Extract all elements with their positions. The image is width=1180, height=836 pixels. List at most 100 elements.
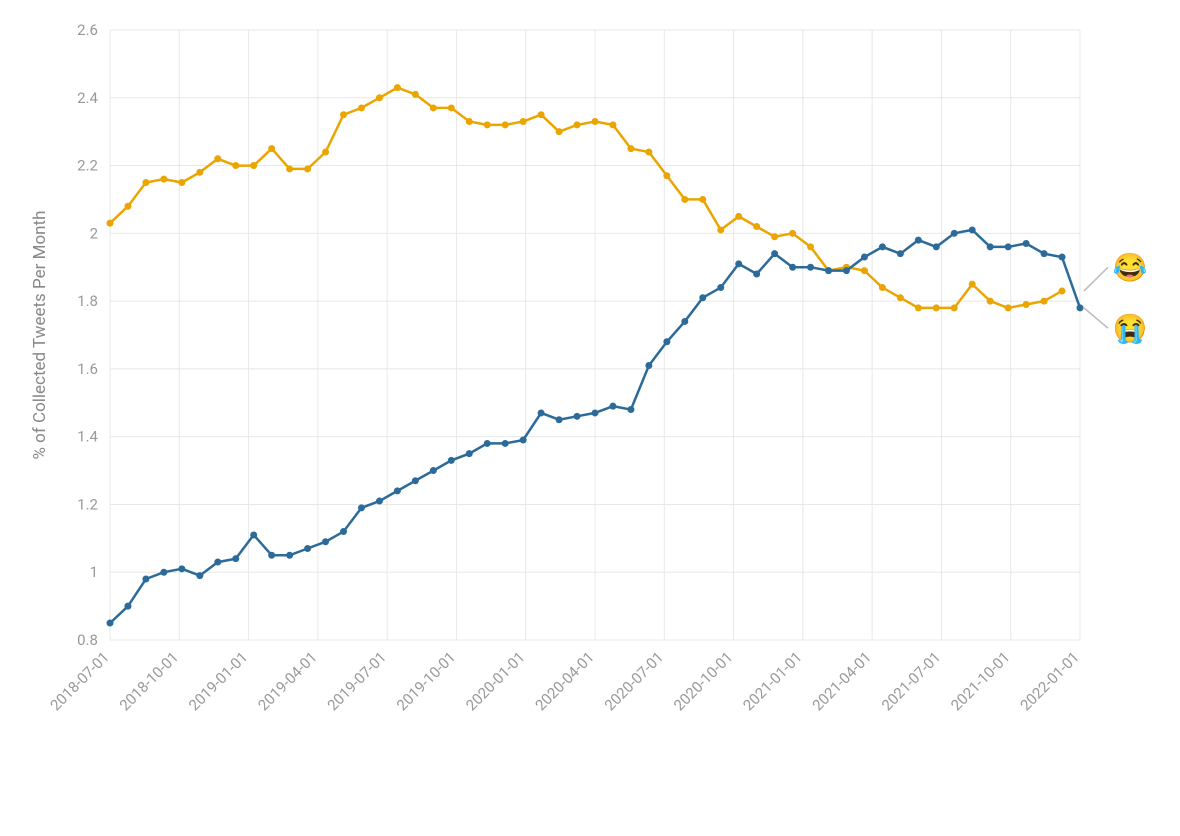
y-tick-label: 1.8 [77, 292, 98, 310]
series-point-laughing-emoji [502, 121, 509, 128]
series-point-laughing-emoji [448, 104, 455, 111]
series-point-laughing-emoji [609, 121, 616, 128]
series-point-laughing-emoji [322, 149, 329, 156]
series-point-laughing-emoji [268, 145, 275, 152]
series-point-laughing-emoji [1005, 304, 1012, 311]
series-point-laughing-emoji [933, 304, 940, 311]
series-point-crying-emoji [412, 477, 419, 484]
series-point-crying-emoji [825, 267, 832, 274]
series-point-laughing-emoji [430, 104, 437, 111]
series-point-crying-emoji [627, 406, 634, 413]
series-point-laughing-emoji [142, 179, 149, 186]
series-point-laughing-emoji [1059, 287, 1066, 294]
series-point-laughing-emoji [304, 165, 311, 172]
series-point-crying-emoji [1041, 250, 1048, 257]
series-point-laughing-emoji [340, 111, 347, 118]
series-point-laughing-emoji [699, 196, 706, 203]
y-axis-title: % of Collected Tweets Per Month [30, 211, 50, 460]
series-point-laughing-emoji [466, 118, 473, 125]
series-point-laughing-emoji [663, 172, 670, 179]
y-tick-label: 2.4 [77, 89, 98, 107]
series-point-laughing-emoji [538, 111, 545, 118]
series-point-crying-emoji [232, 555, 239, 562]
series-point-crying-emoji [609, 403, 616, 410]
series-point-laughing-emoji [214, 155, 221, 162]
series-point-crying-emoji [160, 569, 167, 576]
laughing-emoji-label-icon: 😂 [1113, 251, 1148, 284]
y-tick-label: 1.4 [77, 428, 98, 446]
series-point-laughing-emoji [1023, 301, 1030, 308]
series-point-crying-emoji [987, 243, 994, 250]
series-point-crying-emoji [735, 260, 742, 267]
series-point-crying-emoji [124, 603, 131, 610]
series-point-laughing-emoji [879, 284, 886, 291]
series-point-laughing-emoji [897, 294, 904, 301]
series-point-laughing-emoji [915, 304, 922, 311]
y-tick-label: 1.6 [77, 360, 98, 378]
series-point-crying-emoji [879, 243, 886, 250]
series-point-laughing-emoji [232, 162, 239, 169]
y-tick-label: 1 [90, 563, 98, 581]
series-point-crying-emoji [969, 226, 976, 233]
series-point-crying-emoji [268, 552, 275, 559]
series-point-laughing-emoji [753, 223, 760, 230]
series-point-laughing-emoji [160, 176, 167, 183]
series-point-laughing-emoji [178, 179, 185, 186]
series-point-crying-emoji [466, 450, 473, 457]
series-point-crying-emoji [681, 318, 688, 325]
series-point-crying-emoji [1005, 243, 1012, 250]
series-point-laughing-emoji [394, 84, 401, 91]
y-tick-label: 0.8 [77, 631, 98, 649]
series-point-crying-emoji [753, 271, 760, 278]
series-point-laughing-emoji [627, 145, 634, 152]
series-point-laughing-emoji [574, 121, 581, 128]
series-point-crying-emoji [538, 409, 545, 416]
series-point-crying-emoji [897, 250, 904, 257]
y-tick-label: 2 [90, 224, 98, 242]
series-point-crying-emoji [771, 250, 778, 257]
series-point-laughing-emoji [1041, 298, 1048, 305]
series-point-crying-emoji [915, 237, 922, 244]
series-point-crying-emoji [358, 504, 365, 511]
series-point-laughing-emoji [969, 281, 976, 288]
series-point-laughing-emoji [807, 243, 814, 250]
series-point-crying-emoji [502, 440, 509, 447]
series-point-crying-emoji [717, 284, 724, 291]
crying-emoji-label-icon: 😭 [1113, 312, 1148, 345]
series-point-crying-emoji [484, 440, 491, 447]
series-point-laughing-emoji [250, 162, 257, 169]
series-point-laughing-emoji [592, 118, 599, 125]
y-tick-label: 2.2 [77, 157, 98, 175]
series-point-crying-emoji [699, 294, 706, 301]
series-point-crying-emoji [520, 437, 527, 444]
series-point-laughing-emoji [124, 203, 131, 210]
series-point-laughing-emoji [358, 104, 365, 111]
series-point-laughing-emoji [412, 91, 419, 98]
series-point-laughing-emoji [861, 267, 868, 274]
series-point-crying-emoji [286, 552, 293, 559]
series-point-laughing-emoji [645, 149, 652, 156]
series-point-laughing-emoji [556, 128, 563, 135]
y-tick-label: 2.6 [77, 21, 98, 39]
series-point-crying-emoji [304, 545, 311, 552]
series-point-crying-emoji [789, 264, 796, 271]
series-point-crying-emoji [574, 413, 581, 420]
series-point-laughing-emoji [717, 226, 724, 233]
series-point-crying-emoji [807, 264, 814, 271]
series-point-crying-emoji [214, 559, 221, 566]
chart-svg: 0.811.21.41.61.822.22.42.62018-07-012018… [0, 0, 1180, 832]
series-point-crying-emoji [196, 572, 203, 579]
series-point-laughing-emoji [735, 213, 742, 220]
series-point-crying-emoji [394, 487, 401, 494]
series-point-laughing-emoji [376, 94, 383, 101]
series-point-crying-emoji [340, 528, 347, 535]
series-point-crying-emoji [861, 254, 868, 261]
y-tick-label: 1.2 [77, 495, 98, 513]
series-point-crying-emoji [376, 498, 383, 505]
series-point-crying-emoji [951, 230, 958, 237]
series-point-crying-emoji [250, 531, 257, 538]
series-point-laughing-emoji [484, 121, 491, 128]
series-point-laughing-emoji [196, 169, 203, 176]
series-point-laughing-emoji [951, 304, 958, 311]
series-point-crying-emoji [843, 267, 850, 274]
